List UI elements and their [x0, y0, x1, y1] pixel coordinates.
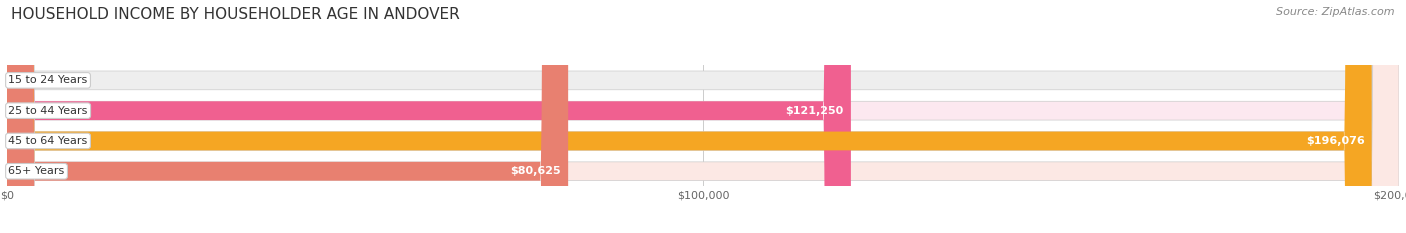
- FancyBboxPatch shape: [7, 0, 851, 233]
- Text: Source: ZipAtlas.com: Source: ZipAtlas.com: [1277, 7, 1395, 17]
- FancyBboxPatch shape: [7, 0, 1399, 233]
- FancyBboxPatch shape: [7, 0, 1399, 233]
- Text: 25 to 44 Years: 25 to 44 Years: [8, 106, 87, 116]
- Text: HOUSEHOLD INCOME BY HOUSEHOLDER AGE IN ANDOVER: HOUSEHOLD INCOME BY HOUSEHOLDER AGE IN A…: [11, 7, 460, 22]
- Text: $121,250: $121,250: [786, 106, 844, 116]
- Text: 65+ Years: 65+ Years: [8, 166, 65, 176]
- Text: 15 to 24 Years: 15 to 24 Years: [8, 75, 87, 85]
- Text: $0: $0: [24, 75, 38, 85]
- Text: $196,076: $196,076: [1306, 136, 1365, 146]
- FancyBboxPatch shape: [7, 0, 1399, 233]
- FancyBboxPatch shape: [7, 0, 1399, 233]
- Text: 45 to 64 Years: 45 to 64 Years: [8, 136, 87, 146]
- FancyBboxPatch shape: [7, 0, 568, 233]
- FancyBboxPatch shape: [7, 0, 1372, 233]
- Text: $80,625: $80,625: [510, 166, 561, 176]
